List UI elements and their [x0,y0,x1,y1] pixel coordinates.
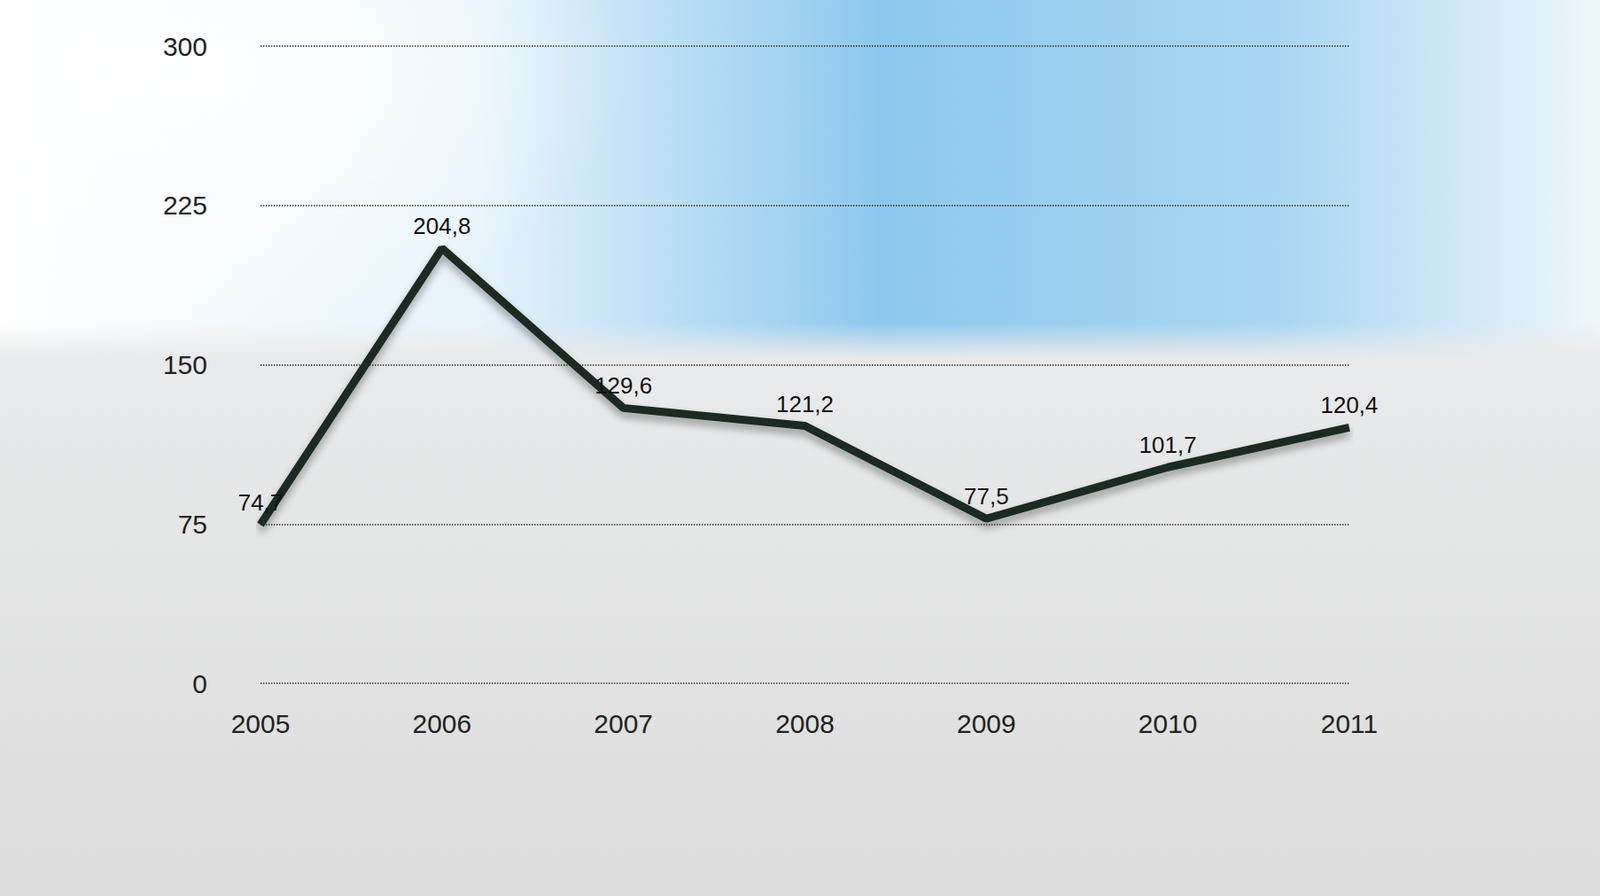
svg-text:2005: 2005 [231,708,291,738]
svg-text:75: 75 [178,509,208,539]
svg-text:2010: 2010 [1138,708,1198,738]
svg-text:77,5: 77,5 [963,482,1010,510]
svg-text:2007: 2007 [593,708,653,738]
svg-text:2006: 2006 [411,708,472,738]
svg-text:150: 150 [163,349,208,380]
svg-text:101,7: 101,7 [1139,431,1197,459]
svg-text:121,2: 121,2 [776,390,834,418]
svg-text:225: 225 [163,190,208,220]
svg-text:74,7: 74,7 [238,489,284,516]
svg-text:120,4: 120,4 [1320,391,1378,419]
svg-text:129,6: 129,6 [594,372,653,399]
svg-text:0: 0 [192,668,208,699]
svg-text:204,8: 204,8 [412,212,471,240]
svg-text:2009: 2009 [956,708,1017,738]
svg-text:300: 300 [163,31,208,62]
svg-text:2008: 2008 [775,708,835,738]
svg-text:2011: 2011 [1320,708,1379,738]
